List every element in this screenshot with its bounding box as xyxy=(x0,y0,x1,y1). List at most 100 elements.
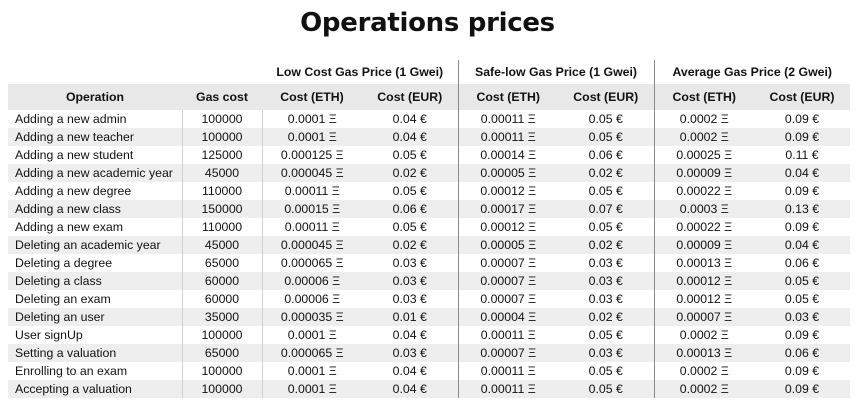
safe-low-eth-cell: 0.00011 Ξ xyxy=(457,362,558,380)
page-title: Operations prices xyxy=(300,8,555,38)
column-header-low-cost-eur: Cost (EUR) xyxy=(362,84,458,110)
safe-low-eur-cell: 0.02 € xyxy=(558,236,654,254)
safe-low-eur-cell: 0.05 € xyxy=(558,218,654,236)
low-cost-eur-cell: 0.03 € xyxy=(362,290,458,308)
average-eth-cell: 0.00009 Ξ xyxy=(653,236,754,254)
column-header-safe-low-eth: Cost (ETH) xyxy=(457,84,558,110)
low-cost-eur-cell: 0.02 € xyxy=(362,236,458,254)
safe-low-eth-cell: 0.00011 Ξ xyxy=(457,326,558,344)
low-cost-eth-cell: 0.0001 Ξ xyxy=(261,326,362,344)
safe-low-eur-cell: 0.03 € xyxy=(558,254,654,272)
gas-cost-cell: 65000 xyxy=(181,254,262,272)
gas-cost-cell: 60000 xyxy=(181,290,262,308)
average-eur-cell: 0.09 € xyxy=(754,110,850,128)
safe-low-eth-cell: 0.00012 Ξ xyxy=(457,218,558,236)
average-eur-cell: 0.06 € xyxy=(754,254,850,272)
operation-cell: Deleting an exam xyxy=(8,290,182,308)
table-row: Setting a valuation 65000 0.000065 Ξ 0.03 €… xyxy=(8,344,850,362)
low-cost-eth-cell: 0.000065 Ξ xyxy=(261,254,362,272)
operation-cell: Adding a new admin xyxy=(8,110,182,128)
gas-cost-cell: 100000 xyxy=(181,362,262,380)
safe-low-eur-cell: 0.05 € xyxy=(558,128,654,146)
safe-low-eur-cell: 0.05 € xyxy=(558,110,654,128)
table-row: Deleting an exam 60000 0.00006 Ξ 0.03 €0.00… xyxy=(8,290,850,308)
table-row: Adding a new exam 110000 0.00011 Ξ 0.05 €0.… xyxy=(8,218,850,236)
low-cost-eur-cell: 0.05 € xyxy=(362,218,458,236)
low-cost-eur-cell: 0.03 € xyxy=(362,254,458,272)
safe-low-eth-cell: 0.00005 Ξ xyxy=(457,236,558,254)
safe-low-eur-cell: 0.03 € xyxy=(558,272,654,290)
low-cost-eur-cell: 0.03 € xyxy=(362,344,458,362)
gas-cost-cell: 110000 xyxy=(181,182,262,200)
safe-low-eur-cell: 0.07 € xyxy=(558,200,654,218)
column-header-low-cost-eth: Cost (ETH) xyxy=(262,84,362,110)
average-eth-cell: 0.0003 Ξ xyxy=(653,200,754,218)
average-eur-cell: 0.06 € xyxy=(754,344,850,362)
group-header-spacer xyxy=(8,60,262,84)
low-cost-eur-cell: 0.04 € xyxy=(362,128,458,146)
operation-cell: Deleting an user xyxy=(8,308,182,326)
average-eur-cell: 0.09 € xyxy=(754,326,850,344)
low-cost-eur-cell: 0.04 € xyxy=(362,362,458,380)
operation-cell: Adding a new academic year xyxy=(8,164,182,182)
safe-low-eur-cell: 0.02 € xyxy=(558,308,654,326)
gas-cost-cell: 45000 xyxy=(181,236,262,254)
average-eth-cell: 0.00013 Ξ xyxy=(653,254,754,272)
group-header-average: Average Gas Price (2 Gwei) xyxy=(653,60,850,84)
average-eur-cell: 0.09 € xyxy=(754,218,850,236)
gas-cost-cell: 60000 xyxy=(181,272,262,290)
average-eur-cell: 0.05 € xyxy=(754,272,850,290)
average-eth-cell: 0.00013 Ξ xyxy=(653,344,754,362)
low-cost-eth-cell: 0.0001 Ξ xyxy=(261,380,362,398)
group-header-low-cost: Low Cost Gas Price (1 Gwei) xyxy=(262,60,458,84)
average-eur-cell: 0.03 € xyxy=(754,308,850,326)
operation-cell: Accepting a valuation xyxy=(8,380,182,398)
average-eur-cell: 0.09 € xyxy=(754,182,850,200)
safe-low-eth-cell: 0.00005 Ξ xyxy=(457,164,558,182)
low-cost-eth-cell: 0.0001 Ξ xyxy=(261,128,362,146)
low-cost-eur-cell: 0.04 € xyxy=(362,380,458,398)
gas-cost-cell: 100000 xyxy=(181,128,262,146)
average-eth-cell: 0.00022 Ξ xyxy=(653,182,754,200)
low-cost-eth-cell: 0.000045 Ξ xyxy=(261,236,362,254)
table-row: User signUp 100000 0.0001 Ξ 0.04 €0.00011 Ξ… xyxy=(8,326,850,344)
column-header-operation: Operation xyxy=(8,84,182,110)
column-header-safe-low-eur: Cost (EUR) xyxy=(558,84,654,110)
gas-cost-cell: 110000 xyxy=(181,218,262,236)
average-eth-cell: 0.0002 Ξ xyxy=(653,110,754,128)
gas-price-group-header: Low Cost Gas Price (1 Gwei) Safe-low Gas… xyxy=(8,60,850,84)
average-eur-cell: 0.09 € xyxy=(754,380,850,398)
operation-cell: Deleting an academic year xyxy=(8,236,182,254)
table-row: Enrolling to an exam 100000 0.0001 Ξ 0.04 €… xyxy=(8,362,850,380)
safe-low-eur-cell: 0.05 € xyxy=(558,326,654,344)
safe-low-eth-cell: 0.00007 Ξ xyxy=(457,254,558,272)
safe-low-eur-cell: 0.02 € xyxy=(558,164,654,182)
low-cost-eth-cell: 0.000045 Ξ xyxy=(261,164,362,182)
operation-cell: Deleting a degree xyxy=(8,254,182,272)
gas-cost-cell: 150000 xyxy=(181,200,262,218)
safe-low-eth-cell: 0.00011 Ξ xyxy=(457,110,558,128)
low-cost-eth-cell: 0.0001 Ξ xyxy=(261,110,362,128)
average-eth-cell: 0.00012 Ξ xyxy=(653,290,754,308)
gas-cost-cell: 45000 xyxy=(181,164,262,182)
average-eur-cell: 0.04 € xyxy=(754,164,850,182)
operation-cell: Setting a valuation xyxy=(8,344,182,362)
low-cost-eth-cell: 0.0001 Ξ xyxy=(261,362,362,380)
safe-low-eth-cell: 0.00011 Ξ xyxy=(457,128,558,146)
low-cost-eth-cell: 0.00006 Ξ xyxy=(261,272,362,290)
average-eth-cell: 0.0002 Ξ xyxy=(653,128,754,146)
group-header-safe-low: Safe-low Gas Price (1 Gwei) xyxy=(457,60,654,84)
safe-low-eth-cell: 0.00007 Ξ xyxy=(457,290,558,308)
safe-low-eur-cell: 0.05 € xyxy=(558,380,654,398)
low-cost-eur-cell: 0.05 € xyxy=(362,182,458,200)
table-row: Adding a new admin 100000 0.0001 Ξ 0.04 €0.… xyxy=(8,110,850,128)
low-cost-eth-cell: 0.00006 Ξ xyxy=(261,290,362,308)
low-cost-eth-cell: 0.000125 Ξ xyxy=(261,146,362,164)
operation-cell: Adding a new teacher xyxy=(8,128,182,146)
safe-low-eth-cell: 0.00007 Ξ xyxy=(457,272,558,290)
low-cost-eur-cell: 0.05 € xyxy=(362,146,458,164)
table-row: Deleting an academic year 45000 0.000045 Ξ… xyxy=(8,236,850,254)
average-eth-cell: 0.00012 Ξ xyxy=(653,272,754,290)
safe-low-eur-cell: 0.03 € xyxy=(558,344,654,362)
low-cost-eth-cell: 0.00015 Ξ xyxy=(261,200,362,218)
